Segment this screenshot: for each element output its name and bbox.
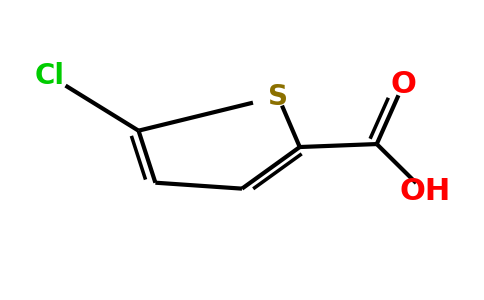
Text: O: O <box>390 70 416 99</box>
Text: Cl: Cl <box>34 62 64 90</box>
Text: S: S <box>268 82 288 110</box>
Text: OH: OH <box>399 177 451 206</box>
